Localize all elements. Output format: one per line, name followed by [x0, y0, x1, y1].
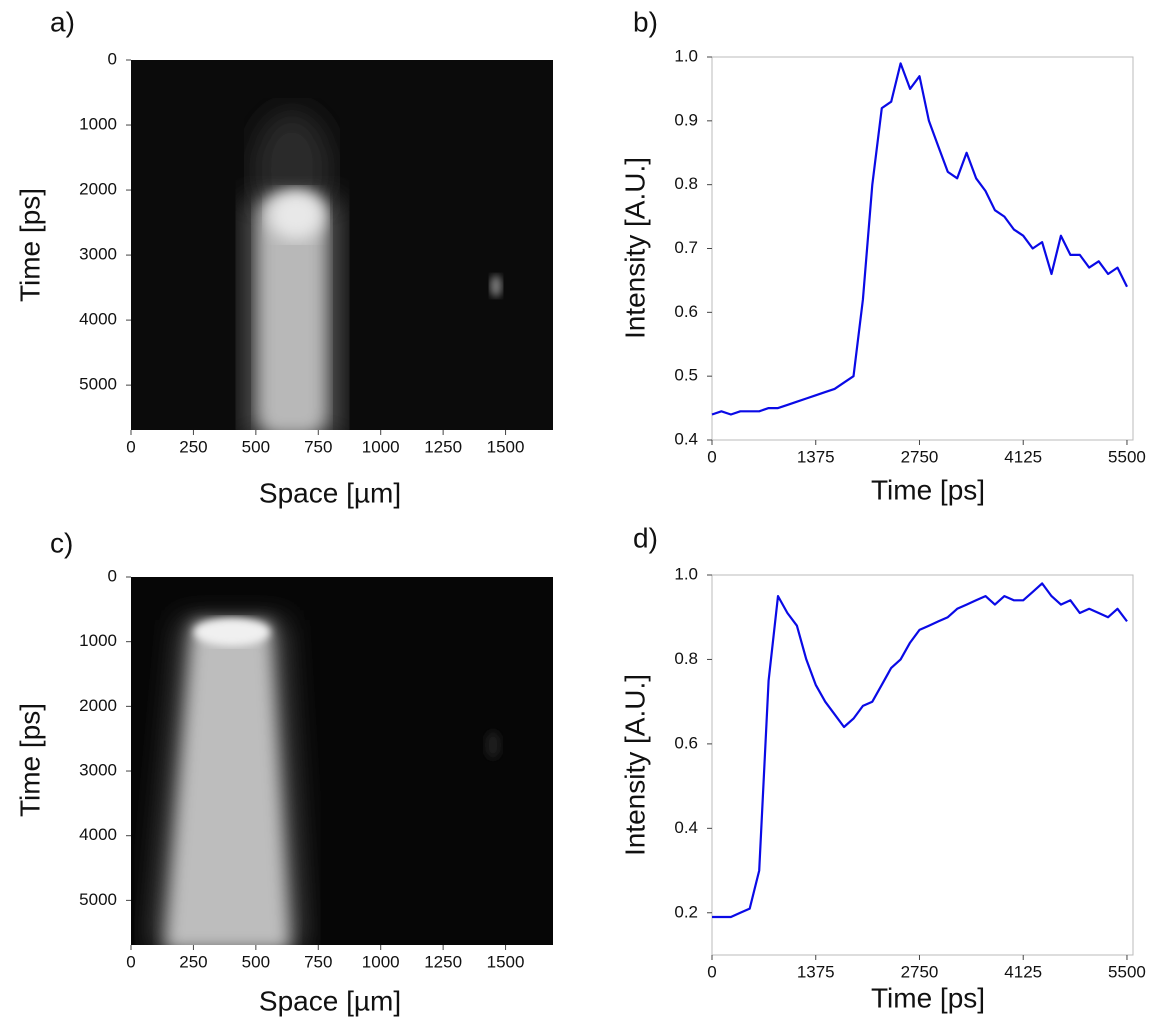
x-tick-label: 250	[179, 952, 207, 971]
x-tick-label: 1250	[424, 437, 462, 456]
x-axis-label: Time [ps]	[871, 474, 985, 505]
y-tick-label: 0.8	[674, 649, 698, 668]
y-tick-label: 0.7	[674, 238, 698, 257]
x-tick-label: 4125	[1004, 447, 1042, 466]
panel-label: d)	[633, 522, 658, 553]
y-axis-label: Intensity [A.U.]	[619, 157, 650, 339]
x-tick-label: 4125	[1004, 962, 1042, 981]
x-tick-label: 1500	[487, 437, 525, 456]
x-axis-label: Time [ps]	[871, 982, 985, 1013]
y-tick-label: 0.4	[674, 818, 698, 837]
x-tick-label: 2750	[901, 447, 939, 466]
x-tick-label: 5500	[1108, 962, 1146, 981]
y-tick-label: 0.2	[674, 902, 698, 921]
x-tick-label: 500	[242, 952, 270, 971]
x-tick-label: 1250	[424, 952, 462, 971]
x-tick-label: 500	[242, 437, 270, 456]
y-tick-label: 0.4	[674, 429, 698, 448]
y-tick-label: 0	[108, 49, 117, 68]
plot-frame	[711, 56, 1134, 441]
x-tick-label: 1500	[487, 952, 525, 971]
streak-image-a	[131, 60, 553, 430]
y-tick-label: 1000	[79, 631, 117, 650]
y-tick-label: 0.9	[674, 110, 698, 129]
x-tick-label: 1375	[797, 962, 835, 981]
x-tick-label: 750	[304, 952, 332, 971]
panel-label: c)	[50, 527, 73, 558]
x-tick-label: 0	[126, 952, 135, 971]
y-axis-label: Intensity [A.U.]	[619, 674, 650, 856]
x-tick-label: 0	[126, 437, 135, 456]
y-tick-label: 2000	[79, 696, 117, 715]
data-line	[712, 582, 1128, 919]
y-tick-label: 0.6	[674, 733, 698, 752]
y-tick-label: 5000	[79, 890, 117, 909]
x-tick-label: 250	[179, 437, 207, 456]
y-tick-label: 5000	[79, 375, 117, 394]
plot-frame	[711, 574, 1134, 956]
panel-label: a)	[50, 6, 75, 37]
y-tick-label: 3000	[79, 245, 117, 264]
y-tick-label: 1000	[79, 115, 117, 134]
x-tick-label: 1000	[362, 437, 400, 456]
x-tick-label: 1000	[362, 952, 400, 971]
streak-image-c	[131, 577, 553, 945]
x-tick-label: 5500	[1108, 447, 1146, 466]
x-axis-label: Space [µm]	[259, 477, 401, 508]
x-tick-label: 2750	[901, 962, 939, 981]
y-tick-label: 0.5	[674, 366, 698, 385]
x-tick-label: 750	[304, 437, 332, 456]
panel-label: b)	[633, 6, 658, 37]
y-tick-label: 4000	[79, 825, 117, 844]
y-tick-label: 1.0	[674, 46, 698, 65]
y-axis-label: Time [ps]	[14, 703, 45, 817]
y-tick-label: 1.0	[674, 564, 698, 583]
x-tick-label: 0	[707, 962, 716, 981]
y-tick-label: 0.6	[674, 302, 698, 321]
y-tick-label: 4000	[79, 310, 117, 329]
y-axis-label: Time [ps]	[14, 188, 45, 302]
y-tick-label: 2000	[79, 180, 117, 199]
y-tick-label: 0	[108, 566, 117, 585]
y-tick-label: 0.8	[674, 174, 698, 193]
data-line	[711, 62, 1128, 416]
y-tick-label: 3000	[79, 761, 117, 780]
x-tick-label: 0	[707, 447, 716, 466]
x-axis-label: Space [µm]	[259, 985, 401, 1016]
x-tick-label: 1375	[797, 447, 835, 466]
